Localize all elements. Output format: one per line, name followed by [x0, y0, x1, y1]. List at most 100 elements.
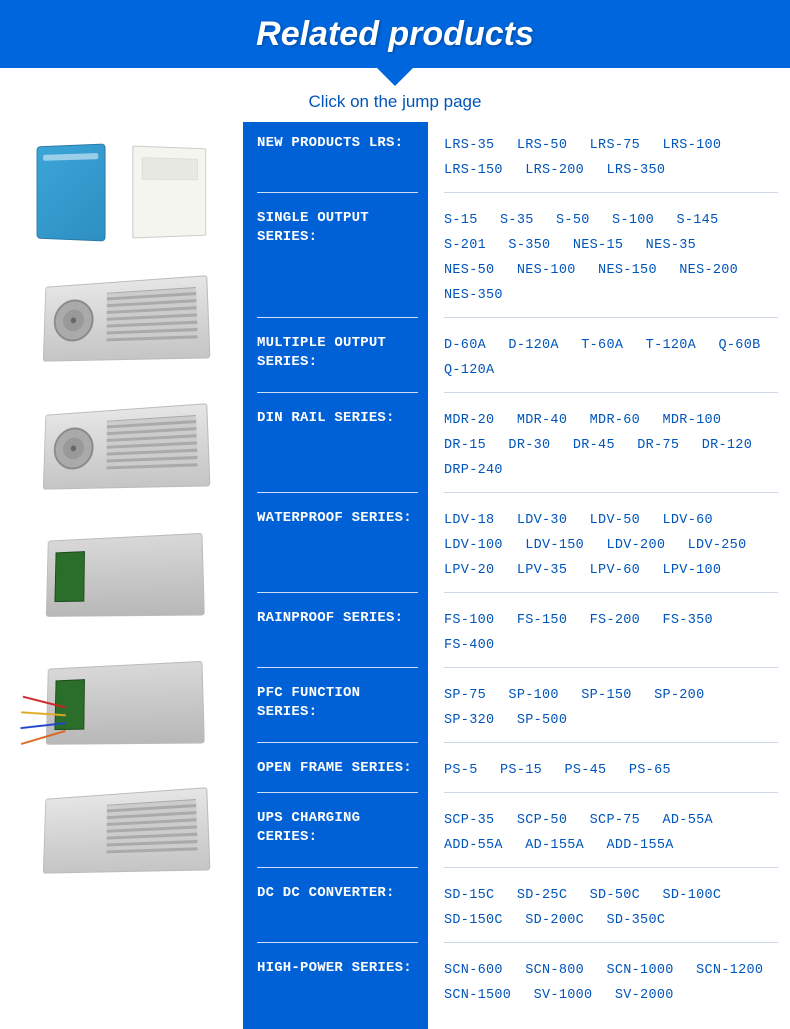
product-link[interactable]: PS-65 [629, 759, 671, 784]
divider [257, 392, 418, 393]
product-link[interactable]: T-120A [646, 334, 696, 359]
product-link[interactable]: FS-150 [517, 609, 567, 634]
product-link[interactable]: FS-350 [662, 609, 712, 634]
product-link[interactable]: LDV-30 [517, 509, 567, 534]
category-label: SINGLE OUTPUT SERIES: [257, 209, 418, 309]
product-link[interactable]: SD-150C [444, 909, 503, 934]
product-link[interactable]: FS-400 [444, 634, 494, 659]
product-link[interactable]: SD-350C [606, 909, 665, 934]
product-image-psu-1 [12, 260, 232, 380]
product-link[interactable]: T-60A [581, 334, 623, 359]
product-link[interactable]: SD-50C [590, 884, 640, 909]
product-link[interactable]: SP-200 [654, 684, 704, 709]
product-link[interactable]: LRS-35 [444, 134, 494, 159]
product-link[interactable]: SD-100C [662, 884, 721, 909]
product-link[interactable]: SCN-1200 [696, 959, 763, 984]
product-link[interactable]: SP-100 [508, 684, 558, 709]
product-link[interactable]: LDV-150 [525, 534, 584, 559]
product-link[interactable]: S-201 [444, 234, 486, 259]
divider [444, 792, 778, 793]
product-link[interactable]: SCN-1500 [444, 984, 511, 1009]
product-link[interactable]: MDR-100 [662, 409, 721, 434]
divider [444, 192, 778, 193]
product-link[interactable]: SD-25C [517, 884, 567, 909]
product-link[interactable]: LPV-100 [662, 559, 721, 584]
product-link[interactable]: S-100 [612, 209, 654, 234]
product-image-psu-open-1 [12, 516, 232, 636]
product-link[interactable]: DR-15 [444, 434, 486, 459]
product-link[interactable]: SV-2000 [615, 984, 674, 1009]
product-link[interactable]: DR-30 [508, 434, 550, 459]
product-list: LRS-35 LRS-50 LRS-75 LRS-100 LRS-150 LRS… [444, 134, 778, 184]
product-link[interactable]: NES-35 [646, 234, 696, 259]
product-link[interactable]: LDV-100 [444, 534, 503, 559]
product-link[interactable]: FS-200 [590, 609, 640, 634]
product-link[interactable]: NES-100 [517, 259, 576, 284]
product-link[interactable]: ADD-55A [444, 834, 503, 859]
product-image-din-rail [12, 132, 232, 252]
product-link[interactable]: PS-15 [500, 759, 542, 784]
product-link[interactable]: LDV-250 [688, 534, 747, 559]
product-link[interactable]: SP-320 [444, 709, 494, 734]
product-link[interactable]: S-35 [500, 209, 534, 234]
product-link[interactable]: SV-1000 [534, 984, 593, 1009]
product-link[interactable]: S-145 [676, 209, 718, 234]
product-link[interactable]: LRS-50 [517, 134, 567, 159]
product-link[interactable]: SP-75 [444, 684, 486, 709]
product-link[interactable]: FS-100 [444, 609, 494, 634]
product-link[interactable]: SCN-1000 [606, 959, 673, 984]
product-link[interactable]: DR-45 [573, 434, 615, 459]
product-link[interactable]: S-50 [556, 209, 590, 234]
product-link[interactable]: NES-200 [679, 259, 738, 284]
product-link[interactable]: LRS-200 [525, 159, 584, 184]
product-link[interactable]: MDR-20 [444, 409, 494, 434]
product-link[interactable]: MDR-40 [517, 409, 567, 434]
product-link[interactable]: LPV-20 [444, 559, 494, 584]
product-link[interactable]: SCN-800 [525, 959, 584, 984]
product-link[interactable]: NES-350 [444, 284, 503, 309]
product-link[interactable]: PS-5 [444, 759, 478, 784]
product-link[interactable]: DRP-240 [444, 459, 503, 484]
product-link[interactable]: LPV-60 [590, 559, 640, 584]
product-link[interactable]: LRS-100 [662, 134, 721, 159]
product-link[interactable]: PS-45 [564, 759, 606, 784]
product-link[interactable]: DR-75 [637, 434, 679, 459]
product-link[interactable]: SP-500 [517, 709, 567, 734]
product-link[interactable]: AD-155A [525, 834, 584, 859]
product-link[interactable]: NES-150 [598, 259, 657, 284]
product-link[interactable]: DR-120 [702, 434, 752, 459]
product-link[interactable]: LDV-50 [590, 509, 640, 534]
product-link[interactable]: SCP-75 [590, 809, 640, 834]
divider [257, 942, 418, 943]
divider [444, 667, 778, 668]
product-link[interactable]: NES-50 [444, 259, 494, 284]
product-link[interactable]: D-120A [508, 334, 558, 359]
product-link[interactable]: SCN-600 [444, 959, 503, 984]
product-link[interactable]: SP-150 [581, 684, 631, 709]
divider [257, 867, 418, 868]
product-link[interactable]: SCP-35 [444, 809, 494, 834]
category-label: MULTIPLE OUTPUT SERIES: [257, 334, 418, 384]
product-link[interactable]: D-60A [444, 334, 486, 359]
product-link[interactable]: AD-55A [662, 809, 712, 834]
divider [444, 492, 778, 493]
product-image-psu-2 [12, 388, 232, 508]
product-link[interactable]: LRS-75 [590, 134, 640, 159]
product-link[interactable]: SCP-50 [517, 809, 567, 834]
product-link[interactable]: LRS-150 [444, 159, 503, 184]
product-link[interactable]: Q-120A [444, 359, 494, 384]
product-link[interactable]: NES-15 [573, 234, 623, 259]
product-link[interactable]: LPV-35 [517, 559, 567, 584]
product-link[interactable]: LRS-350 [606, 159, 665, 184]
product-link[interactable]: SD-200C [525, 909, 584, 934]
product-link[interactable]: LDV-200 [606, 534, 665, 559]
product-link[interactable]: SD-15C [444, 884, 494, 909]
product-link[interactable]: MDR-60 [590, 409, 640, 434]
product-link[interactable]: Q-60B [719, 334, 761, 359]
product-link[interactable]: S-350 [508, 234, 550, 259]
category-labels-column: NEW PRODUCTS LRS:SINGLE OUTPUT SERIES:MU… [243, 122, 428, 1029]
product-link[interactable]: S-15 [444, 209, 478, 234]
product-link[interactable]: LDV-18 [444, 509, 494, 534]
product-link[interactable]: ADD-155A [606, 834, 673, 859]
product-link[interactable]: LDV-60 [662, 509, 712, 534]
